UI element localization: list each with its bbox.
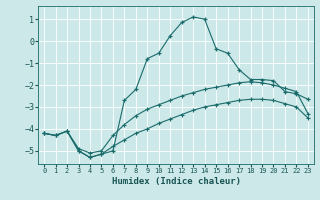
X-axis label: Humidex (Indice chaleur): Humidex (Indice chaleur) <box>111 177 241 186</box>
